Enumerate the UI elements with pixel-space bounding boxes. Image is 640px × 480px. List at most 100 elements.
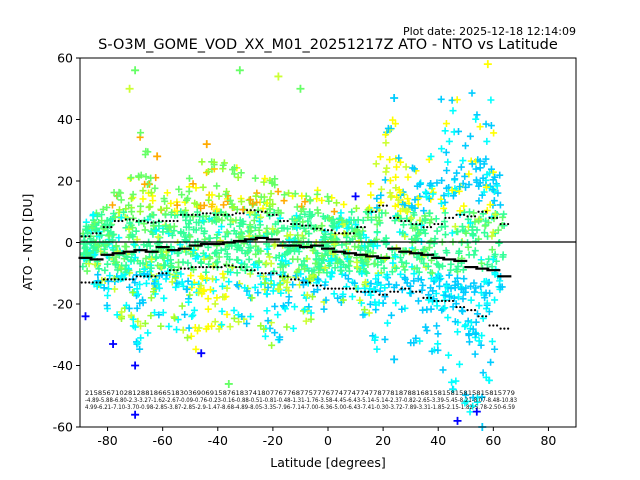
scatter-point (491, 251, 499, 259)
quantile-marker (495, 324, 499, 327)
quantile-marker (106, 226, 109, 229)
outlier-point (131, 410, 140, 419)
scatter-point (217, 246, 225, 254)
quantile-marker (330, 287, 333, 290)
scatter-point (160, 294, 168, 302)
scatter-point (466, 132, 474, 140)
scatter-point (318, 252, 326, 260)
scatter-point (461, 142, 469, 150)
scatter-point (367, 291, 375, 299)
scatter-point (221, 233, 229, 241)
outlier-point (125, 84, 134, 93)
scatter-point (95, 265, 103, 273)
scatter-point (295, 266, 303, 274)
quantile-marker (110, 278, 113, 281)
quantile-marker (448, 299, 451, 303)
outlier-point (453, 416, 462, 425)
scatter-point (152, 227, 160, 235)
scatter-point (314, 263, 322, 271)
scatter-point (325, 262, 333, 270)
scatter-point (493, 182, 501, 190)
scatter-point (295, 215, 303, 223)
scatter-point (101, 266, 109, 274)
scatter-point (427, 195, 435, 203)
scatter-point (406, 216, 414, 224)
scatter-point (134, 317, 142, 325)
scatter-point (464, 239, 472, 247)
scatter-point (327, 273, 335, 281)
scatter-point (482, 289, 490, 297)
scatter-point (280, 224, 288, 232)
quantile-marker (396, 216, 399, 219)
plot-date: Plot date: 2025-12-18 12:14:09 (403, 25, 576, 38)
scatter-point (377, 199, 385, 207)
scatter-point (127, 256, 135, 264)
scatter-point (262, 259, 270, 267)
outlier-point (153, 152, 162, 161)
scatter-point (99, 239, 107, 247)
y-tick-label: 0 (65, 235, 73, 250)
scatter-point (85, 260, 93, 268)
quantile-marker (264, 272, 267, 275)
scatter-point (230, 314, 238, 322)
quantile-marker (407, 287, 411, 290)
scatter-point (224, 268, 232, 276)
scatter-point (314, 249, 322, 257)
scatter-point (411, 196, 419, 204)
scatter-point (377, 185, 385, 193)
scatter-point (499, 251, 507, 259)
scatter-point (127, 195, 135, 203)
quantile-marker (282, 219, 286, 223)
scatter-point (217, 223, 225, 231)
quantile-marker (455, 305, 458, 309)
scatter-point (444, 158, 452, 166)
scatter-point (208, 200, 216, 208)
scatter-point (197, 258, 205, 266)
scatter-point (370, 285, 378, 293)
scatter-point (367, 216, 375, 224)
scatter-point (479, 369, 487, 377)
scatter-point (216, 322, 224, 330)
quantile-marker (172, 269, 175, 272)
scatter-point (89, 212, 97, 220)
scatter-point (441, 231, 449, 239)
scatter-point (491, 296, 499, 304)
quantile-marker (393, 216, 396, 219)
scatter-point (268, 341, 276, 349)
scatter-point (467, 282, 475, 290)
quantile-marker (433, 222, 436, 226)
scatter-point (117, 265, 125, 273)
y-tick-label: 60 (57, 51, 73, 66)
scatter-point (338, 270, 346, 278)
quantile-marker (84, 235, 87, 238)
scatter-point (439, 262, 447, 270)
scatter-point (239, 206, 247, 214)
scatter-point (220, 201, 228, 209)
scatter-point (91, 218, 99, 226)
scatter-point (136, 299, 144, 307)
quantile-marker (503, 222, 506, 226)
scatter-point (310, 247, 318, 255)
scatter-point (456, 207, 464, 215)
quantile-marker (370, 210, 374, 213)
scatter-point (301, 198, 309, 206)
scatter-point (437, 200, 445, 208)
scatter-point (275, 285, 283, 293)
scatter-point (330, 290, 338, 298)
scatter-point (343, 233, 351, 241)
scatter-point (371, 333, 379, 341)
scatter-point (398, 305, 406, 313)
quantile-marker (429, 226, 433, 229)
outlier-point (351, 192, 360, 201)
scatter-point (391, 253, 399, 261)
scatter-point (155, 218, 163, 226)
scatter-point (281, 250, 289, 258)
scatter-point (396, 254, 404, 262)
quantile-marker (499, 327, 502, 330)
scatter-point (421, 229, 429, 237)
scatter-point (184, 259, 192, 267)
quantile-marker (238, 266, 241, 269)
scatter-point (299, 205, 307, 213)
scatter-point (425, 296, 433, 304)
scatter-point (441, 304, 449, 312)
